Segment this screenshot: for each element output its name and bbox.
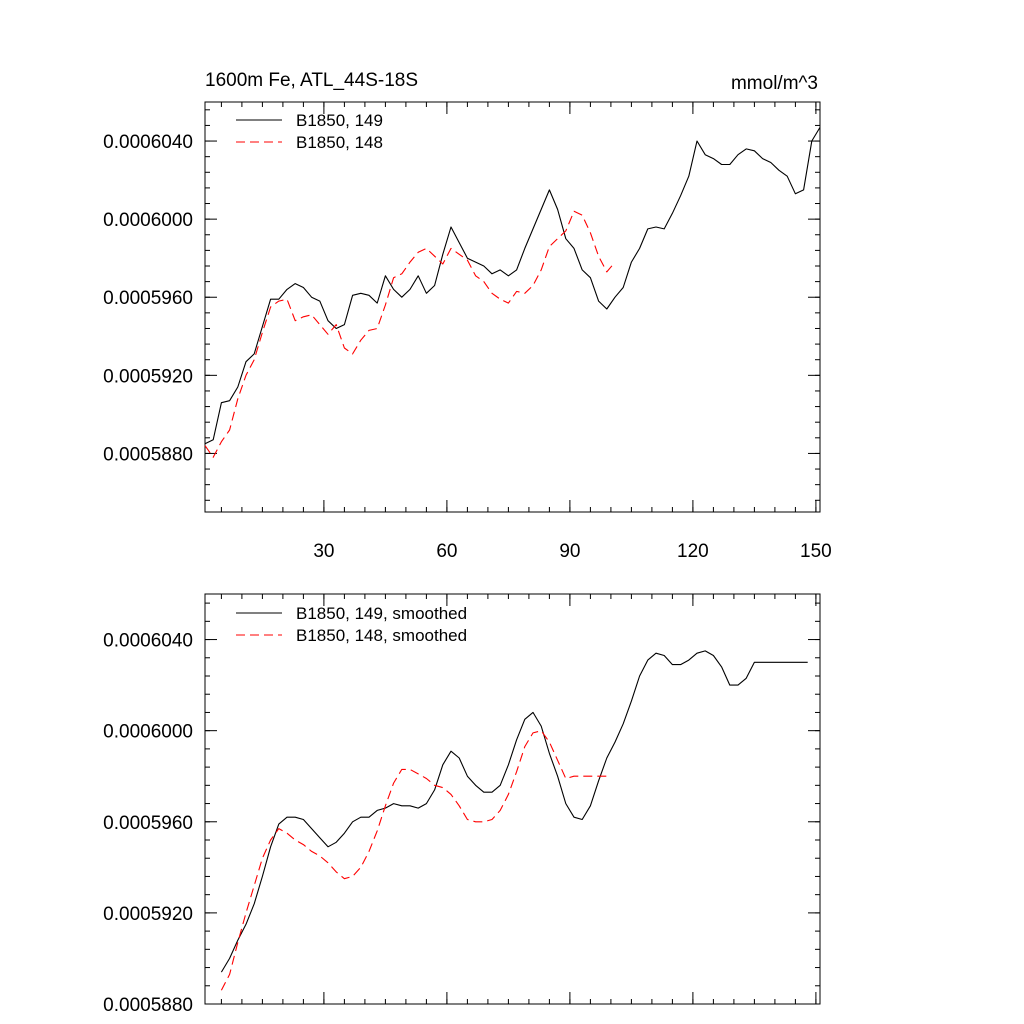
- chart-panel-1: 0.0005880 0.0005920 0.0005960 0.0006000 0.00…: [103, 70, 832, 562]
- y-tick-label: 0.0005920: [103, 366, 193, 387]
- x-tick-label: 120: [677, 541, 709, 562]
- x-tick-label: 150: [800, 541, 832, 562]
- legend-label-1: B1850, 149, smoothed: [296, 604, 467, 623]
- series-line-2: [220, 730, 607, 991]
- y-tick-label: 0.0006040: [103, 132, 193, 153]
- series-line-1: [204, 127, 821, 445]
- y-tick-label: 0.0006040: [103, 631, 193, 652]
- chart-units: mmol/m^3: [731, 73, 818, 94]
- y-tick-label: 0.0006000: [103, 210, 193, 231]
- legend-label-1: B1850, 149: [296, 111, 383, 130]
- series-line-2: [204, 210, 616, 458]
- x-tick-label: 90: [559, 541, 580, 562]
- plot-frame: [204, 593, 821, 1005]
- chart-title: 1600m Fe, ATL_44S-18S: [205, 70, 418, 91]
- x-tick-label: 60: [436, 541, 457, 562]
- y-tick-label: 0.0006000: [103, 722, 193, 743]
- y-tick-label: 0.0005920: [103, 904, 193, 925]
- y-tick-label: 0.0005880: [103, 444, 193, 465]
- x-tick-label: 30: [313, 541, 334, 562]
- y-tick-label: 0.0005960: [103, 813, 193, 834]
- series-line-1: [220, 650, 808, 973]
- legend-label-2: B1850, 148: [296, 133, 383, 152]
- plot-frame: [204, 101, 821, 513]
- chart-panel-2: 0.0005880 0.0005920 0.0005960 0.0006000 0.00…: [103, 593, 821, 1016]
- legend-label-2: B1850, 148, smoothed: [296, 626, 467, 645]
- y-tick-label: 0.0005960: [103, 288, 193, 309]
- y-tick-label: 0.0005880: [103, 995, 193, 1016]
